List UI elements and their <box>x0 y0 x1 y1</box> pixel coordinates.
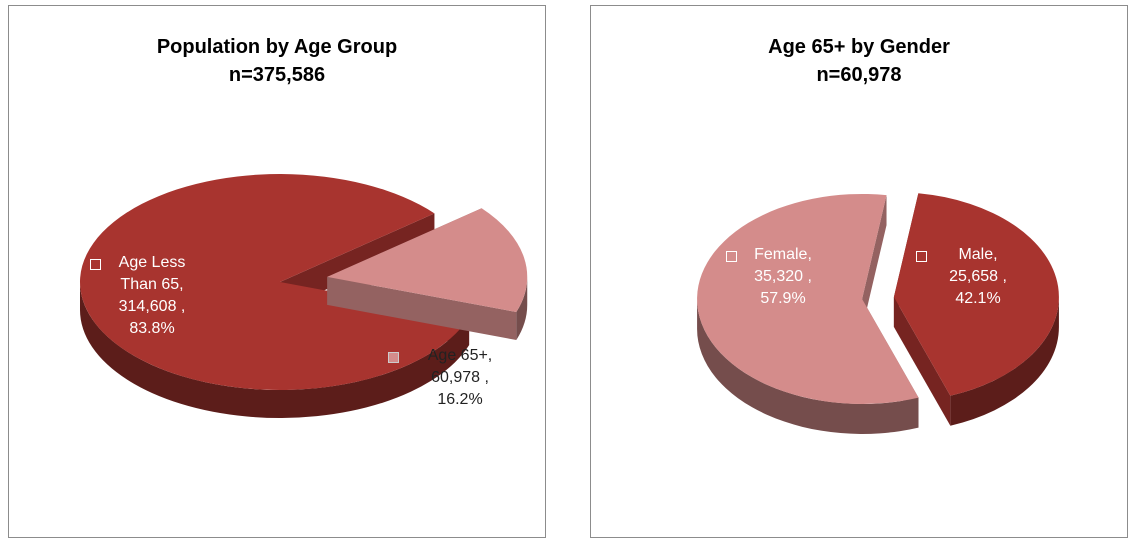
pie-slice <box>697 193 919 434</box>
slice-side <box>80 282 470 418</box>
slice-top <box>697 193 919 404</box>
label-value: 25,658 , <box>949 268 1007 285</box>
chart-subtitle: n=375,586 <box>228 64 326 86</box>
label-marker <box>90 259 101 270</box>
slice-wall <box>862 195 887 329</box>
slice-side <box>697 298 919 434</box>
label-category: Age 65+, <box>427 347 493 364</box>
data-label: Female, 35,320 , 57.9% <box>726 244 818 310</box>
pie-slice <box>79 173 470 418</box>
label-category: Female, <box>754 246 812 263</box>
label-percent: 83.8% <box>129 320 175 337</box>
label-percent: 42.1% <box>955 290 1001 307</box>
label-marker <box>916 251 927 262</box>
slice-wall <box>280 213 435 310</box>
label-value: 35,320 , <box>754 268 812 285</box>
slice-wall <box>327 276 517 341</box>
data-label: Male, 25,658 , 42.1% <box>916 244 1018 310</box>
label-percent: 57.9% <box>760 290 806 307</box>
chart-title: Population by Age Group <box>156 36 398 58</box>
label-percent: 16.2% <box>437 391 483 408</box>
pie-slice <box>893 193 1059 426</box>
label-category: Age Less Than 65, <box>118 254 186 293</box>
data-label: Age Less Than 65, 314,608 , 83.8% <box>90 252 192 340</box>
slice-wall <box>893 297 951 426</box>
label-marker <box>726 251 737 262</box>
data-label: Age 65+, 60,978 , 16.2% <box>388 345 510 411</box>
label-category: Male, <box>958 246 998 263</box>
slice-top <box>79 173 470 390</box>
label-marker <box>388 352 399 363</box>
slice-side <box>950 297 1059 426</box>
slice-side <box>516 276 528 341</box>
slice-top <box>327 208 528 313</box>
chart-title: Age 65+ by Gender <box>768 36 950 58</box>
label-value: 60,978 , <box>431 369 489 386</box>
chart-subtitle: n=60,978 <box>816 64 902 86</box>
label-value: 314,608 , <box>118 298 186 315</box>
slice-top <box>893 193 1059 396</box>
pie-slice <box>327 208 528 341</box>
